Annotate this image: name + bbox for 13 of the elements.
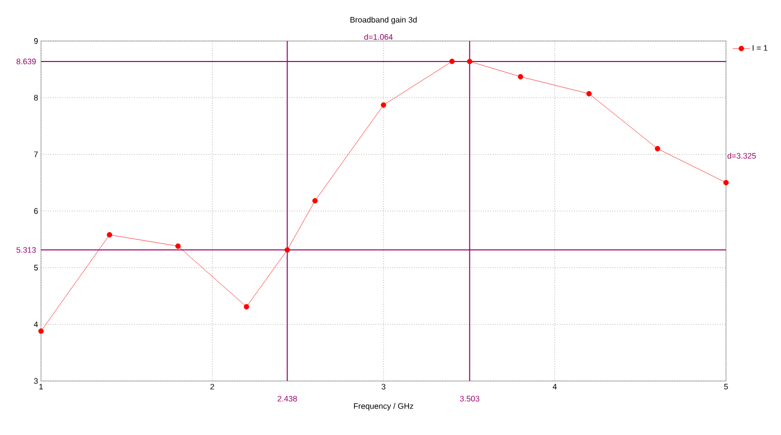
point <box>38 328 44 334</box>
point <box>380 102 386 108</box>
point <box>586 91 592 96</box>
point <box>466 58 472 64</box>
point <box>284 247 290 253</box>
point <box>449 58 455 64</box>
point <box>654 146 660 152</box>
point <box>106 232 112 238</box>
point <box>518 74 524 80</box>
point <box>312 198 318 204</box>
point <box>244 304 250 310</box>
point <box>175 243 181 249</box>
point <box>723 180 729 186</box>
